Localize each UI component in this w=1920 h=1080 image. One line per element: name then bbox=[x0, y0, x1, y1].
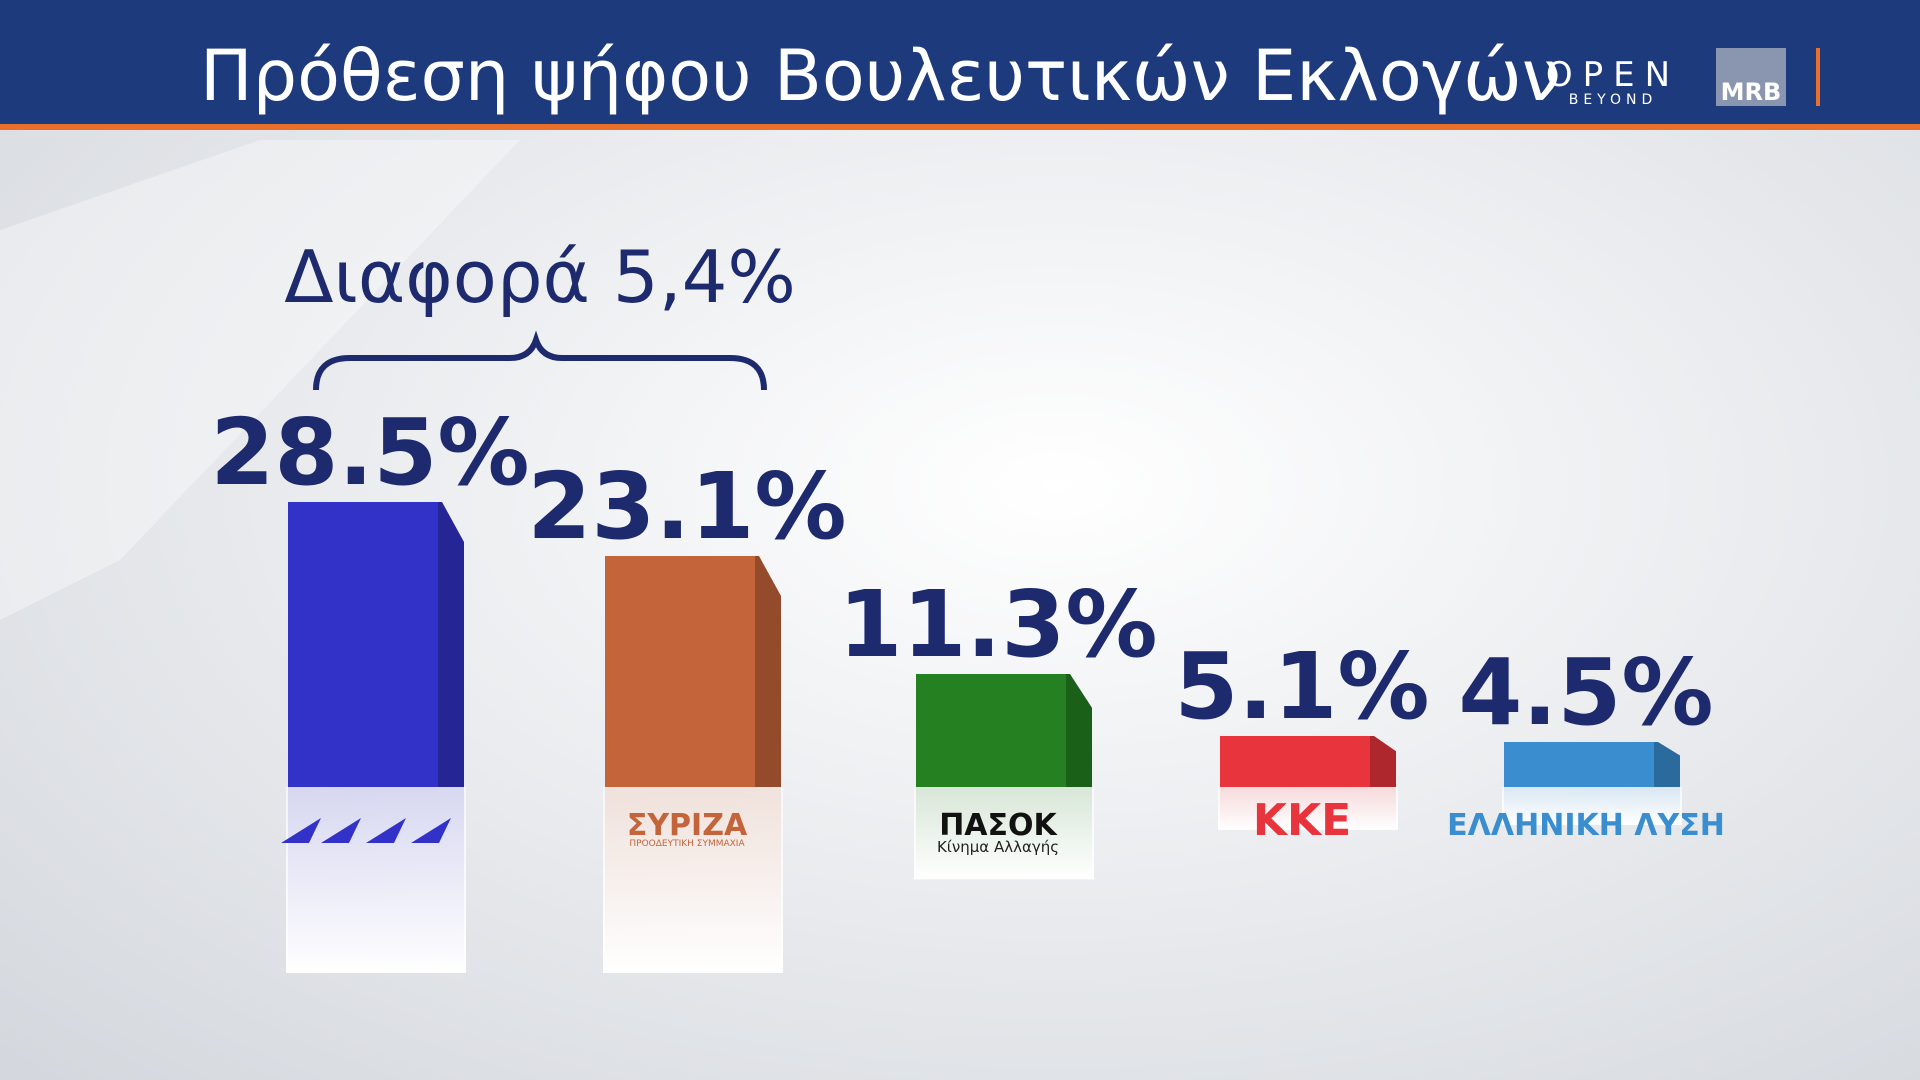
category-sublabel: Κίνημα Αλλαγής bbox=[937, 838, 1059, 856]
pollster-logo-box bbox=[1716, 48, 1786, 106]
background-shape bbox=[0, 140, 520, 620]
bar bbox=[916, 674, 1066, 787]
chart-title: Πρόθεση ψήφου Βουλευτικών Εκλογών bbox=[200, 35, 1561, 117]
channel-logo: OPEN bbox=[1546, 55, 1680, 95]
reflection-fade bbox=[1218, 787, 1398, 830]
annotation: Διαφορά 5,4% bbox=[284, 235, 796, 319]
category-sublabel: ΠΡΟΟΔΕΥΤΙΚΗ ΣΥΜΜΑΧΙΑ bbox=[629, 839, 745, 849]
bar-side bbox=[1370, 736, 1396, 787]
category-label: ΕΛΛΗΝΙΚΗ ΛΥΣΗ bbox=[1447, 808, 1725, 843]
bar bbox=[1504, 742, 1654, 787]
value-label: 4.5% bbox=[1458, 639, 1713, 746]
bar-side bbox=[1066, 674, 1092, 787]
bar-side-shade bbox=[1654, 742, 1680, 787]
value-label: 5.1% bbox=[1174, 633, 1429, 740]
party-logo-shape bbox=[366, 818, 406, 843]
reflection-fade bbox=[286, 787, 466, 973]
bar bbox=[605, 556, 755, 787]
bar bbox=[1220, 736, 1370, 787]
value-label: 23.1% bbox=[527, 453, 846, 560]
header-divider bbox=[1816, 48, 1820, 106]
value-label: 11.3% bbox=[838, 571, 1157, 678]
party-logo-shape bbox=[411, 818, 451, 843]
pollster-logo: MRB bbox=[1721, 78, 1782, 106]
reflection-fade bbox=[914, 787, 1094, 880]
bar-side bbox=[438, 502, 464, 787]
party-logo-shape bbox=[321, 818, 361, 843]
bar-side bbox=[755, 556, 781, 787]
header-line bbox=[0, 124, 1920, 130]
bar-side bbox=[1654, 742, 1680, 787]
category-label: ΣΥΡΙΖΑ bbox=[627, 808, 748, 843]
category-label: ΚΚΕ bbox=[1253, 795, 1351, 846]
bar-side-shade bbox=[755, 556, 781, 787]
bar-side-shade bbox=[1370, 736, 1396, 787]
party-logo-shape bbox=[281, 818, 321, 843]
bar bbox=[288, 502, 438, 787]
annotation-brace bbox=[313, 330, 767, 391]
header bbox=[0, 0, 1920, 124]
bar-side-shade bbox=[438, 502, 464, 787]
reflection-fade bbox=[1502, 787, 1682, 825]
category-label: ΠΑΣΟΚ bbox=[939, 808, 1058, 843]
reflection-fade bbox=[603, 787, 783, 973]
value-label: 28.5% bbox=[210, 399, 529, 506]
bar-side-shade bbox=[1066, 674, 1092, 787]
channel-logo-sub: BEYOND bbox=[1569, 92, 1658, 108]
